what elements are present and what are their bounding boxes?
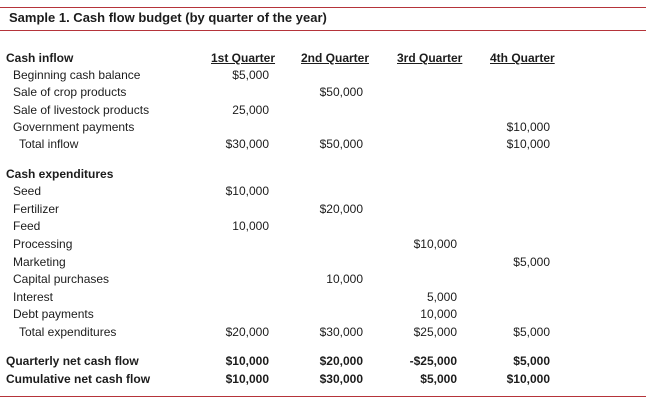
cell-q3: $10,000	[413, 237, 457, 251]
cell-q4: $10,000	[506, 137, 550, 151]
table-row: Beginning cash balance $5,000	[0, 67, 646, 84]
row-label: Quarterly net cash flow	[6, 354, 139, 368]
row-label: Debt payments	[13, 307, 94, 321]
cash-expenditures-heading: Cash expenditures	[6, 167, 114, 181]
row-label: Sale of crop products	[13, 85, 127, 99]
cell-q2: $20,000	[319, 354, 363, 368]
cell-q4: $5,000	[513, 325, 550, 339]
cell-q1: $30,000	[225, 137, 269, 151]
cell-q2: $30,000	[319, 372, 363, 386]
table-row: Government payments $10,000	[0, 119, 646, 136]
row-label: Sale of livestock products	[13, 103, 150, 117]
cash-inflow-heading: Cash inflow	[6, 51, 74, 65]
expenditures-heading-row: Cash expenditures	[0, 166, 646, 183]
table-row: Feed 10,000	[0, 218, 646, 235]
col-header-q2: 2nd Quarter	[301, 51, 370, 65]
row-label: Feed	[13, 219, 41, 233]
cell-q4: $10,000	[506, 120, 550, 134]
table-row: Interest 5,000	[0, 289, 646, 306]
cell-q1: $5,000	[232, 68, 269, 82]
table-row: Marketing $5,000	[0, 254, 646, 271]
cell-q3: $5,000	[420, 372, 457, 386]
row-label: Cumulative net cash flow	[6, 372, 151, 386]
row-label: Marketing	[13, 255, 66, 269]
cell-q1: $10,000	[225, 354, 269, 368]
row-label: Seed	[13, 184, 42, 198]
table-title: Sample 1. Cash flow budget (by quarter o…	[9, 10, 327, 25]
cell-q4: $5,000	[513, 354, 550, 368]
cell-q1: 10,000	[232, 219, 269, 233]
total-expenditures-row: Total expenditures $20,000 $30,000 $25,0…	[0, 324, 646, 341]
cell-q3: -$25,000	[409, 354, 457, 368]
cell-q1: $10,000	[225, 372, 269, 386]
col-header-q4: 4th Quarter	[490, 51, 555, 65]
table-row: Capital purchases 10,000	[0, 271, 646, 288]
cell-q3: $25,000	[413, 325, 457, 339]
cell-q2: $50,000	[319, 137, 363, 151]
cell-q2: $30,000	[319, 325, 363, 339]
row-label: Capital purchases	[13, 272, 110, 286]
table-row: Sale of crop products $50,000	[0, 84, 646, 101]
col-header-q3: 3rd Quarter	[397, 51, 463, 65]
title-rule	[0, 30, 646, 31]
top-rule	[0, 7, 646, 8]
table-row: Seed $10,000	[0, 183, 646, 200]
row-label: Government payments	[13, 120, 135, 134]
cell-q2: 10,000	[326, 272, 363, 286]
header-row: Cash inflow 1st Quarter 2nd Quarter 3rd …	[0, 50, 646, 67]
cell-q3: 5,000	[426, 290, 457, 304]
row-label: Beginning cash balance	[13, 68, 141, 82]
cell-q3: 10,000	[420, 307, 457, 321]
row-label: Interest	[13, 290, 54, 304]
cell-q2: $50,000	[319, 85, 363, 99]
table-row: Processing $10,000	[0, 236, 646, 253]
table-row: Debt payments 10,000	[0, 306, 646, 323]
bottom-rule	[0, 396, 646, 397]
row-label: Total expenditures	[19, 325, 117, 339]
table-row: Fertilizer $20,000	[0, 201, 646, 218]
cell-q4: $5,000	[513, 255, 550, 269]
quarterly-net-row: Quarterly net cash flow $10,000 $20,000 …	[0, 353, 646, 370]
row-label: Fertilizer	[13, 202, 60, 216]
cell-q2: $20,000	[319, 202, 363, 216]
col-header-q1: 1st Quarter	[211, 51, 276, 65]
row-label: Processing	[13, 237, 73, 251]
cell-q1: $10,000	[225, 184, 269, 198]
cell-q1: $20,000	[225, 325, 269, 339]
cell-q1: 25,000	[232, 103, 269, 117]
table-row: Sale of livestock products 25,000	[0, 102, 646, 119]
total-inflow-row: Total inflow $30,000 $50,000 $10,000	[0, 136, 646, 153]
cell-q4: $10,000	[506, 372, 550, 386]
row-label: Total inflow	[19, 137, 79, 151]
cumulative-net-row: Cumulative net cash flow $10,000 $30,000…	[0, 371, 646, 388]
